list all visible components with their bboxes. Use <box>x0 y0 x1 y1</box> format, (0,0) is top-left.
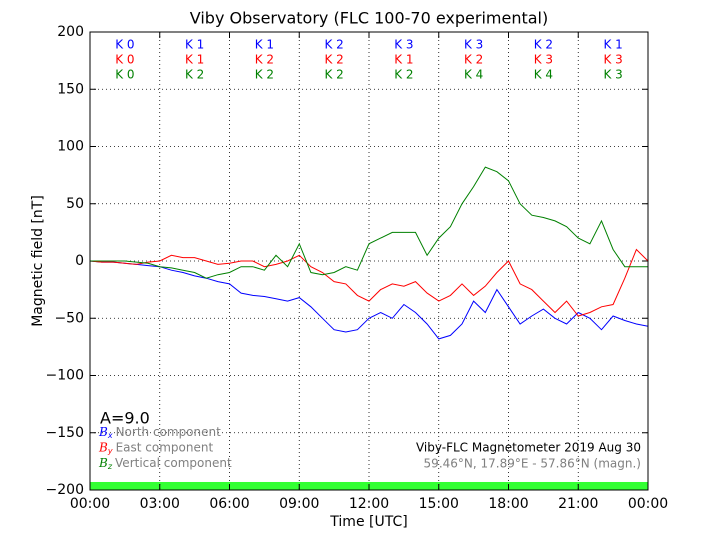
k-index: K 2 <box>394 68 413 82</box>
y-tick-label: −150 <box>46 425 84 441</box>
k-index: K 1 <box>394 53 413 67</box>
k-index: K 2 <box>324 68 343 82</box>
k-index: K 1 <box>185 38 204 52</box>
legend-subscript: x <box>107 431 113 440</box>
data-line <box>89 260 649 340</box>
station-label: Viby-FLC Magnetometer 2019 Aug 30 <box>416 441 641 455</box>
k-index: K 1 <box>255 38 274 52</box>
x-axis-label: Time [UTC] <box>329 514 407 530</box>
legend-label: East component <box>116 440 214 454</box>
x-tick-label: 09:00 <box>279 496 319 512</box>
k-index: K 2 <box>324 38 343 52</box>
legend-symbol: B <box>98 425 108 439</box>
activity-index: A=9.0 <box>100 409 150 428</box>
plot-frame <box>89 31 649 491</box>
x-tick-label: 12:00 <box>349 496 389 512</box>
y-tick-label: −200 <box>46 482 84 498</box>
k-index: K 2 <box>185 68 204 82</box>
x-tick-label: 00:00 <box>70 496 110 512</box>
legend-symbol: B <box>98 456 108 470</box>
k-index: K 2 <box>324 53 343 67</box>
y-tick-label: −50 <box>54 310 84 326</box>
k-index: K 3 <box>534 53 553 67</box>
legend-entry: Bz Vertical component <box>98 456 232 471</box>
legend-subscript: y <box>107 446 113 455</box>
x-tick-label: 03:00 <box>140 496 180 512</box>
k-index: K 3 <box>464 38 483 52</box>
legend-subscript: z <box>107 462 113 471</box>
chart-title: Viby Observatory (FLC 100-70 experimenta… <box>190 9 549 28</box>
k-index: K 1 <box>603 38 622 52</box>
k-index: K 0 <box>115 53 134 67</box>
y-tick-label: 50 <box>66 196 84 212</box>
k-index: K 2 <box>255 68 274 82</box>
x-tick-label: 15:00 <box>419 496 459 512</box>
legend-label: North component <box>116 425 222 439</box>
y-tick-label: 0 <box>75 253 84 269</box>
k-index: K 0 <box>115 38 134 52</box>
k-index: K 3 <box>394 38 413 52</box>
k-index: K 2 <box>464 53 483 67</box>
legend-entry: Bx North component <box>98 425 221 440</box>
data-line <box>90 166 648 279</box>
legend-symbol: B <box>98 440 108 454</box>
y-tick-label: 150 <box>57 81 84 97</box>
k-index: K 4 <box>464 68 483 82</box>
y-tick-label: −100 <box>46 368 84 384</box>
x-tick-label: 18:00 <box>488 496 528 512</box>
legend-entry: By East component <box>98 440 213 455</box>
y-tick-label: 200 <box>57 24 84 40</box>
x-tick-label: 21:00 <box>558 496 598 512</box>
k-index: K 3 <box>603 53 622 67</box>
location-label: 59.46°N, 17.89°E - 57.86°N (magn.) <box>424 457 641 471</box>
k-index: K 2 <box>255 53 274 67</box>
y-tick-label: 100 <box>57 139 84 155</box>
y-axis-label: Magnetic field [nT] <box>30 195 46 327</box>
k-index: K 2 <box>534 38 553 52</box>
k-index: K 4 <box>534 68 553 82</box>
data-line <box>89 248 649 317</box>
k-index: K 1 <box>185 53 204 67</box>
k-index: K 3 <box>603 68 622 82</box>
x-tick-label: 06:00 <box>209 496 249 512</box>
k-index: K 0 <box>115 68 134 82</box>
legend-label: Vertical component <box>115 456 232 470</box>
x-tick-label: 00:00 <box>628 496 668 512</box>
